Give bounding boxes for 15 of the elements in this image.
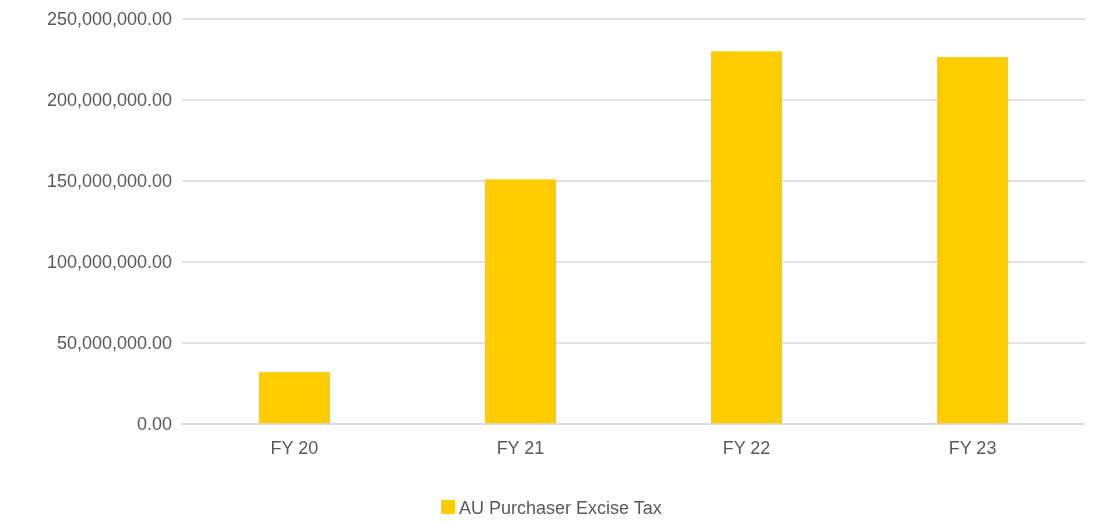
legend-label: AU Purchaser Excise Tax [459,498,662,519]
x-tick-label: FY 20 [270,438,319,458]
y-tick-label: 0.00 [136,414,172,435]
y-tick-label: 150,000,000.00 [46,171,172,192]
y-tick-label: 50,000,000.00 [56,333,172,354]
bar [484,179,557,424]
x-tick-label: FY 21 [496,438,545,458]
bar [936,57,1009,424]
x-tick-label: FY 22 [722,438,771,458]
bar [258,372,331,424]
x-tick-label: FY 23 [948,438,997,458]
y-tick-label: 200,000,000.00 [46,90,172,111]
bar [710,51,783,424]
y-tick-label: 100,000,000.00 [46,252,172,273]
y-tick-label: 250,000,000.00 [46,9,172,30]
